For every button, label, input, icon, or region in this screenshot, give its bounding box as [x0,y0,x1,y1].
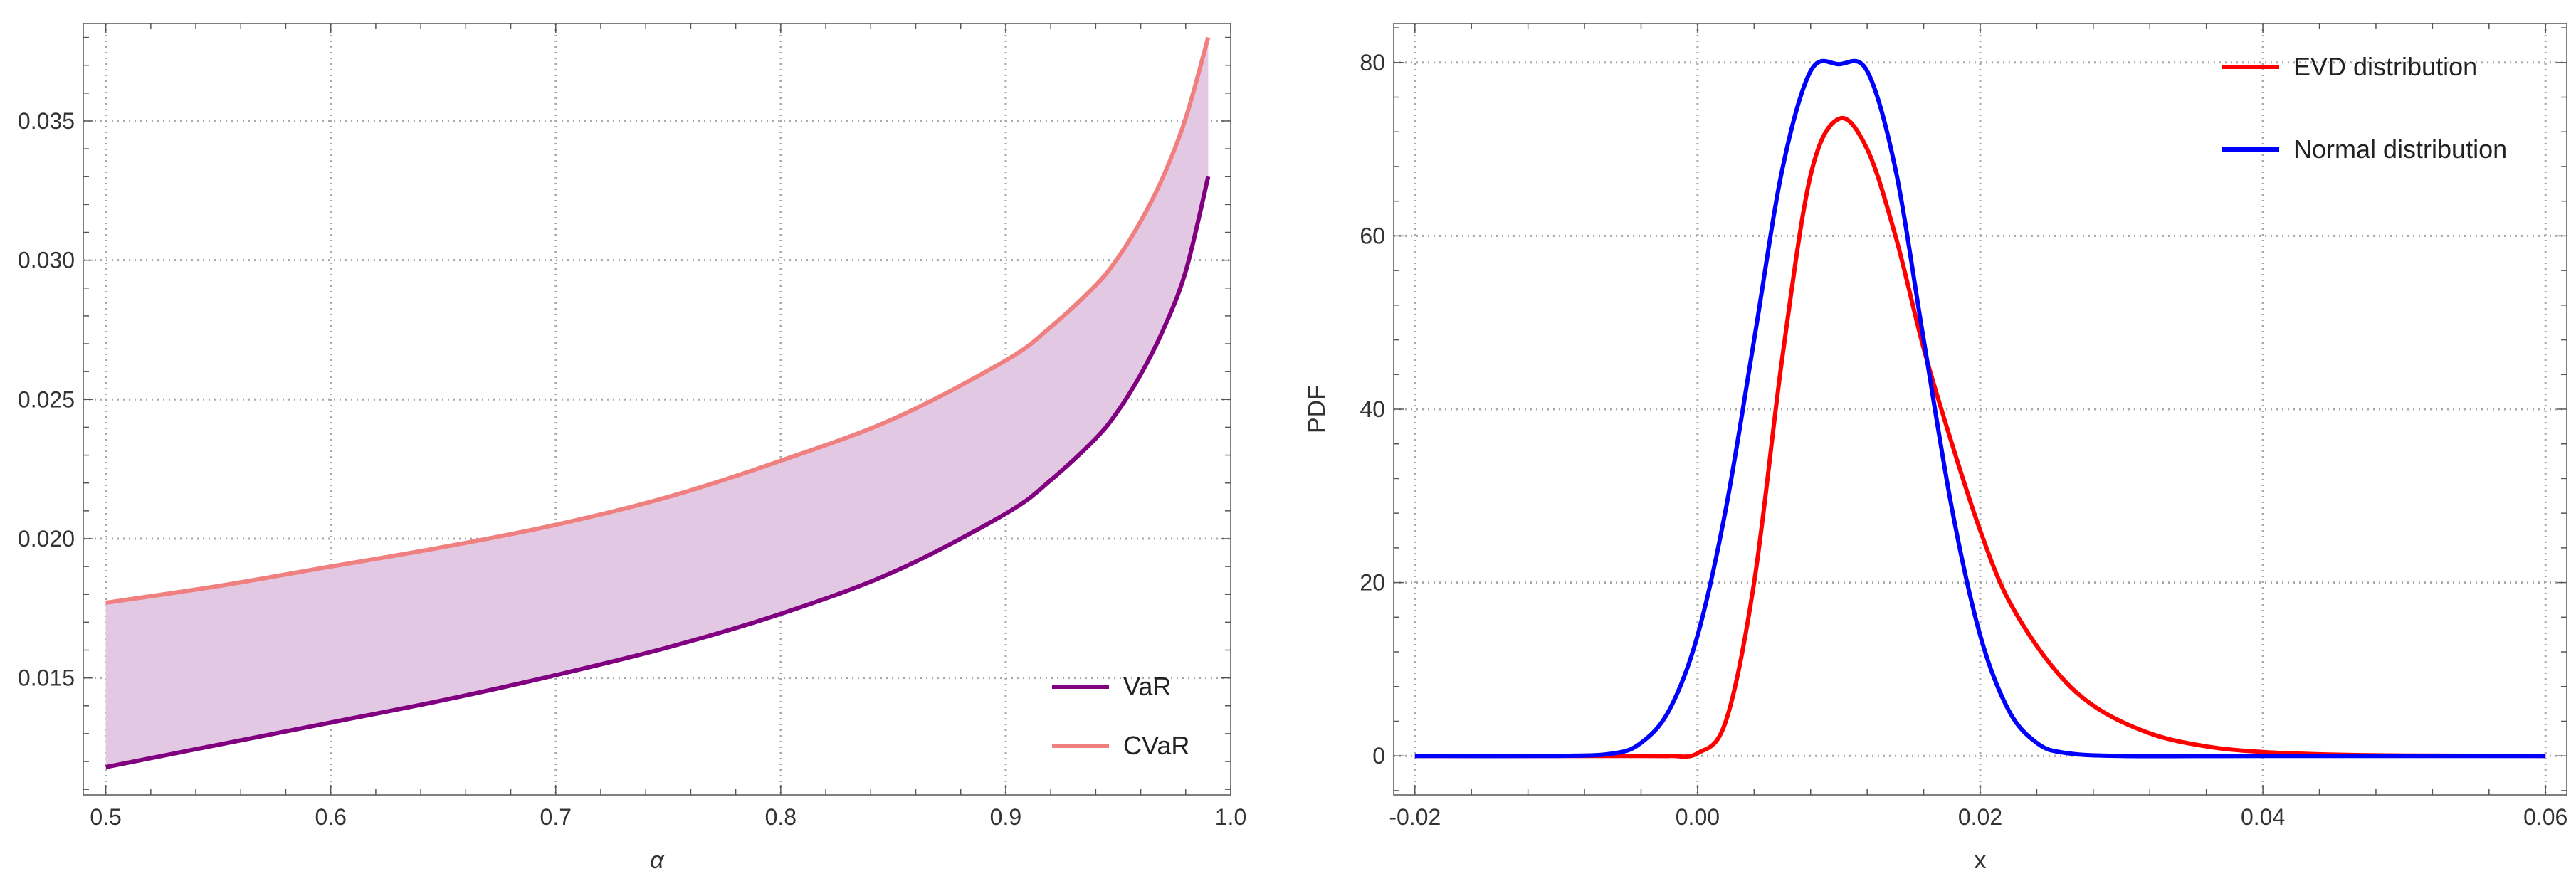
right-y-tick-label: 40 [1360,396,1385,422]
right-x-axis-label: x [1975,847,1987,874]
left-x-tick-label: 0.6 [315,804,346,830]
left-y-tick-label: 0.030 [18,248,75,273]
left-y-tick-label: 0.035 [18,108,75,134]
legend-label-evd: EVD distribution [2293,52,2477,81]
var-line [105,176,1211,769]
right-y-tick-label: 20 [1360,570,1385,596]
right-y-tick-label: 80 [1360,50,1385,75]
right-x-tick-label: 0.06 [2523,804,2567,830]
left-y-tick-label: 0.015 [18,665,75,691]
var-cvar-band [105,37,1209,767]
left-minor-ticks [83,23,1231,795]
left-x-tick-label: 0.8 [765,804,797,830]
right-y-axis-label: PDF [1303,385,1330,433]
pdf-chart: -0.02 0.00 0.02 0.04 0.06 0 20 40 60 80 … [1303,23,2567,874]
right-gridlines [1394,23,2567,795]
left-y-tick-labels: 0.015 0.020 0.025 0.030 0.035 [18,108,75,691]
left-legend: VaR CVaR [1052,672,1189,760]
right-x-tick-label: -0.02 [1389,804,1441,830]
left-x-tick-label: 0.9 [990,804,1021,830]
left-x-tick-labels: 0.5 0.6 0.7 0.8 0.9 1.0 [90,804,1246,830]
left-plot-frame [83,23,1231,796]
right-y-tick-label: 60 [1360,223,1385,248]
evd-distribution-line [1414,116,2546,759]
normal-distribution-line [1414,58,2546,759]
right-x-tick-label: 0.02 [1958,804,2002,830]
left-x-axis-label: α [650,847,665,874]
left-y-tick-label: 0.025 [18,386,75,412]
left-x-tick-label: 0.7 [540,804,572,830]
legend-label-var: VaR [1123,672,1171,701]
right-y-tick-labels: 0 20 40 60 80 [1360,50,1385,769]
right-x-tick-label: 0.04 [2241,804,2285,830]
var-cvar-chart: 0.5 0.6 0.7 0.8 0.9 1.0 0.015 0.020 0.02… [18,23,1246,874]
right-y-tick-label: 0 [1372,743,1385,769]
right-legend: EVD distribution Normal distribution [2222,52,2507,164]
legend-label-normal: Normal distribution [2293,135,2507,164]
left-y-tick-label: 0.020 [18,526,75,552]
cvar-line [105,36,1211,605]
right-minor-ticks [1394,23,2567,795]
right-x-tick-labels: -0.02 0.00 0.02 0.04 0.06 [1389,804,2567,830]
left-x-tick-label: 0.5 [90,804,121,830]
legend-label-cvar: CVaR [1123,731,1189,760]
right-x-tick-label: 0.00 [1676,804,1720,830]
left-x-tick-label: 1.0 [1215,804,1246,830]
